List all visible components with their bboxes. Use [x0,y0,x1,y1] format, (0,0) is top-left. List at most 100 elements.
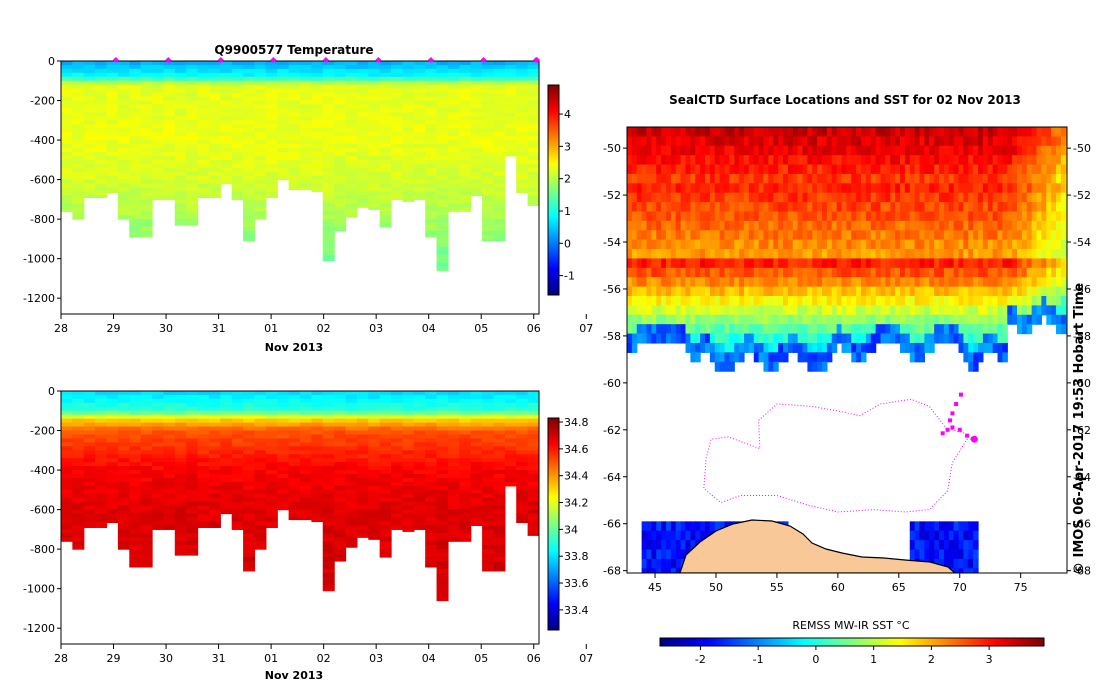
sst-cell [880,258,886,269]
sst-cell [968,258,974,269]
sst-cell [666,277,672,288]
sst-cell [802,286,808,297]
section-cell [447,207,460,212]
section-cell [152,517,165,523]
sst-cell [861,136,867,147]
sst-cell [792,173,799,184]
section-cell [197,458,210,463]
sst-cell [1017,258,1023,269]
sst-cell [670,249,677,260]
section-cell [265,418,278,424]
section-cell [163,450,176,455]
section-cell [300,458,312,463]
section-cell [334,179,347,185]
sst-cell [661,267,667,278]
section-cell [334,485,347,491]
sst-cell [817,239,823,250]
sst-cell [997,277,1004,288]
sst-cell [646,230,652,241]
section-cell [413,171,426,177]
section-cell [504,446,517,451]
section-cell [356,501,369,507]
sst-cell [948,127,955,137]
section-cell [140,541,153,546]
section-cell [231,183,244,189]
section-cell [391,175,404,181]
section-cell [425,434,438,440]
section-cell [72,116,85,121]
section-cell [493,568,506,572]
section-cell [243,564,256,570]
sst-cell [783,277,789,288]
sst-cell [1031,230,1038,241]
sst-cell [924,164,930,175]
section-cell [300,509,312,515]
section-cell [379,509,392,515]
sst-cell [822,211,828,222]
section-cell [95,525,108,528]
section-cell [117,410,130,416]
sst-cell [783,286,789,297]
section-cell [322,230,335,236]
sst-cell [651,155,657,166]
section-cell [129,140,142,145]
sst-cell [817,286,823,297]
section-cell [243,426,256,432]
section-cell [527,521,539,526]
section-cell [254,72,267,78]
sst-cell [627,202,633,213]
section-cell [493,132,506,137]
section-cell [470,489,483,495]
section-cell [231,116,244,121]
sst-cell [753,164,760,175]
section-cell [459,167,472,173]
section-cell [106,513,119,519]
section-cell [391,422,404,428]
section-cell [436,458,449,463]
section-cell [516,454,529,459]
section-cell [379,481,392,487]
sst-cell [778,173,784,184]
section-cell [322,167,335,173]
section-cell [493,80,506,86]
section-cell [402,442,415,447]
section-cell [140,187,153,193]
section-cell [117,76,130,82]
section-cell [163,132,176,137]
section-cell [106,96,119,102]
section-cell [356,203,369,208]
section-cell [413,128,426,133]
section-cell [231,124,244,129]
section-cell [83,450,96,455]
section-cell [368,458,381,463]
sst-cell [627,286,633,297]
section-cell [106,80,119,86]
section-cell [208,501,221,507]
section-cell [334,402,347,408]
section-cell [140,104,153,110]
section-cell [106,410,119,416]
section-cell [72,466,85,471]
section-cell [254,151,267,157]
section-cell [117,466,130,471]
sst-cell [822,267,828,278]
section-cell [106,124,119,129]
section-cell [186,521,199,526]
section-cell [117,474,130,479]
section-cell [368,72,381,78]
section-cell [61,155,73,161]
section-cell [208,406,221,412]
sst-cell [914,192,921,203]
section-cell [334,195,347,200]
section-cell [174,96,187,102]
section-cell [482,557,495,562]
section-cell [413,489,426,495]
section-cell [527,144,539,149]
sst-cell [929,145,935,156]
section-cell [152,466,165,471]
section-cell [129,136,142,141]
section-cell [186,199,199,204]
section-cell [379,497,392,503]
section-cell [402,64,415,70]
sst-cell [709,296,716,306]
